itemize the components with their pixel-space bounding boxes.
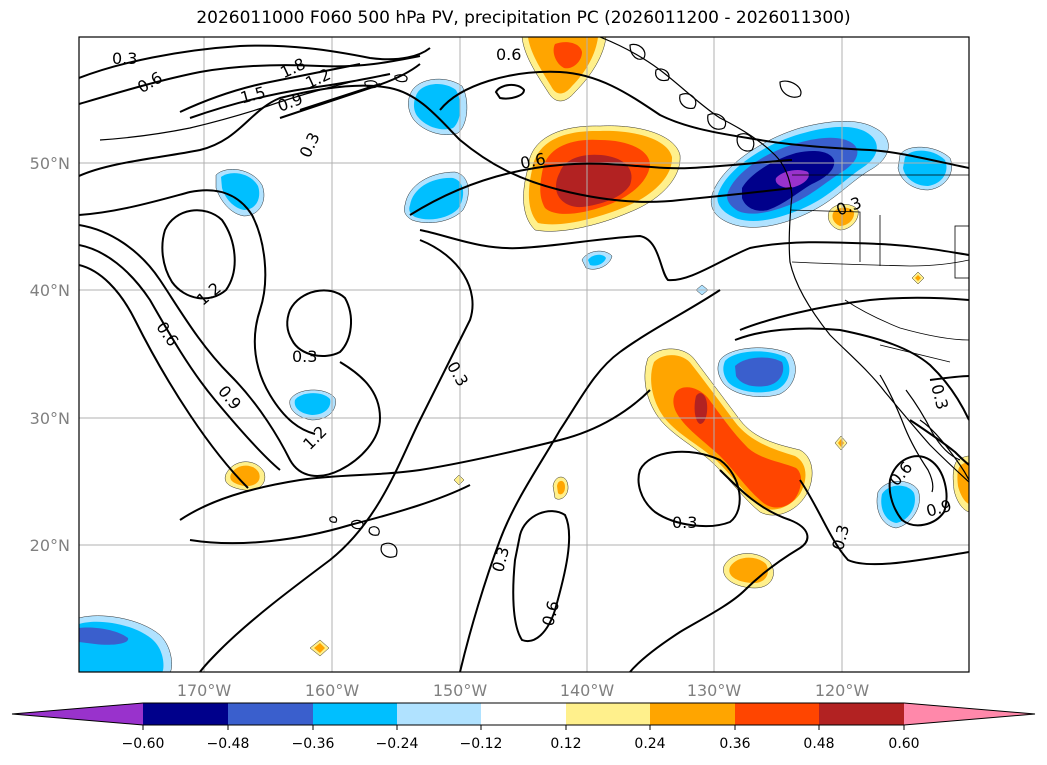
contour-label: 0.3 [112,49,137,68]
lon-label: 120°W [815,681,870,700]
precip-negative-region [775,170,809,188]
lat-label: 30°N [30,409,70,428]
colorbar-segment [735,703,819,725]
precip-positive-region [832,207,855,226]
colorbar-segment [313,703,397,725]
colorbar-tick-label: 0.36 [719,736,750,752]
colorbar-tick-label: −0.12 [460,736,503,752]
lat-label: 50°N [30,154,70,173]
colorbar-extend-max [904,703,1035,725]
colorbar-tick-label: −0.24 [376,736,419,752]
precip-negative-region [79,627,129,645]
precip-negative-region [294,393,331,415]
lon-label: 160°W [305,681,360,700]
political-borders [789,174,969,363]
lat-label: 20°N [30,536,70,555]
precip-positive-region [694,393,708,424]
latitude-labels: 50°N 40°N 30°N 20°N [30,154,70,555]
precip-positive-region [453,474,465,486]
colorbar-segment [566,703,650,725]
precip-positive-region [314,643,325,653]
colorbar-tick-label: −0.36 [292,736,335,752]
lon-label: 130°W [687,681,742,700]
colorbar-tick-label: 0.48 [803,736,834,752]
precip-negative-region [588,254,606,266]
colorbar-tick-label: 0.60 [888,736,919,752]
colorbar-tick-label: 0.12 [550,736,581,752]
colorbar-tick-label: 0.24 [634,736,665,752]
contour-label: 0.3 [292,347,317,366]
precip-negative-region [735,357,784,387]
lon-label: 150°W [433,681,488,700]
precip-fills [79,37,969,672]
precip-negative-region [413,84,461,130]
precip-negative-region [903,150,947,186]
graticule [79,37,969,672]
precip-positive-region [957,462,969,504]
precip-negative-region [409,177,464,220]
precip-positive-region [553,42,582,69]
lon-label: 170°W [177,681,232,700]
contour-label: 0.6 [496,45,521,64]
contour-label: 0.3 [672,513,697,532]
map-title: 2026011000 F060 500 hPa PV, precipitatio… [196,8,851,28]
longitude-labels: 170°W 160°W 150°W 140°W 130°W 120°W [177,681,870,700]
colorbar-extend-min [12,703,143,725]
precip-positive-region [915,275,921,281]
colorbar-segment [143,703,228,725]
colorbar-tick-label: −0.60 [122,736,165,752]
colorbar-segment [228,703,313,725]
map-frame [78,36,970,673]
precip-negative-region [221,173,260,210]
contour-label: 0.6 [518,149,547,173]
colorbar: −0.60 −0.48 −0.36 −0.24 −0.12 0.12 0.24 … [11,702,1036,752]
colorbar-segment [481,703,566,725]
colorbar-segment [819,703,904,725]
precip-positive-region [557,480,565,495]
colorbar-segment [650,703,735,725]
lon-label: 140°W [560,681,615,700]
colorbar-tick-label: −0.48 [207,736,250,752]
colorbar-segment [397,703,481,725]
pv-contours [79,44,969,672]
precip-positive-region [230,465,260,487]
lat-label: 40°N [30,281,70,300]
